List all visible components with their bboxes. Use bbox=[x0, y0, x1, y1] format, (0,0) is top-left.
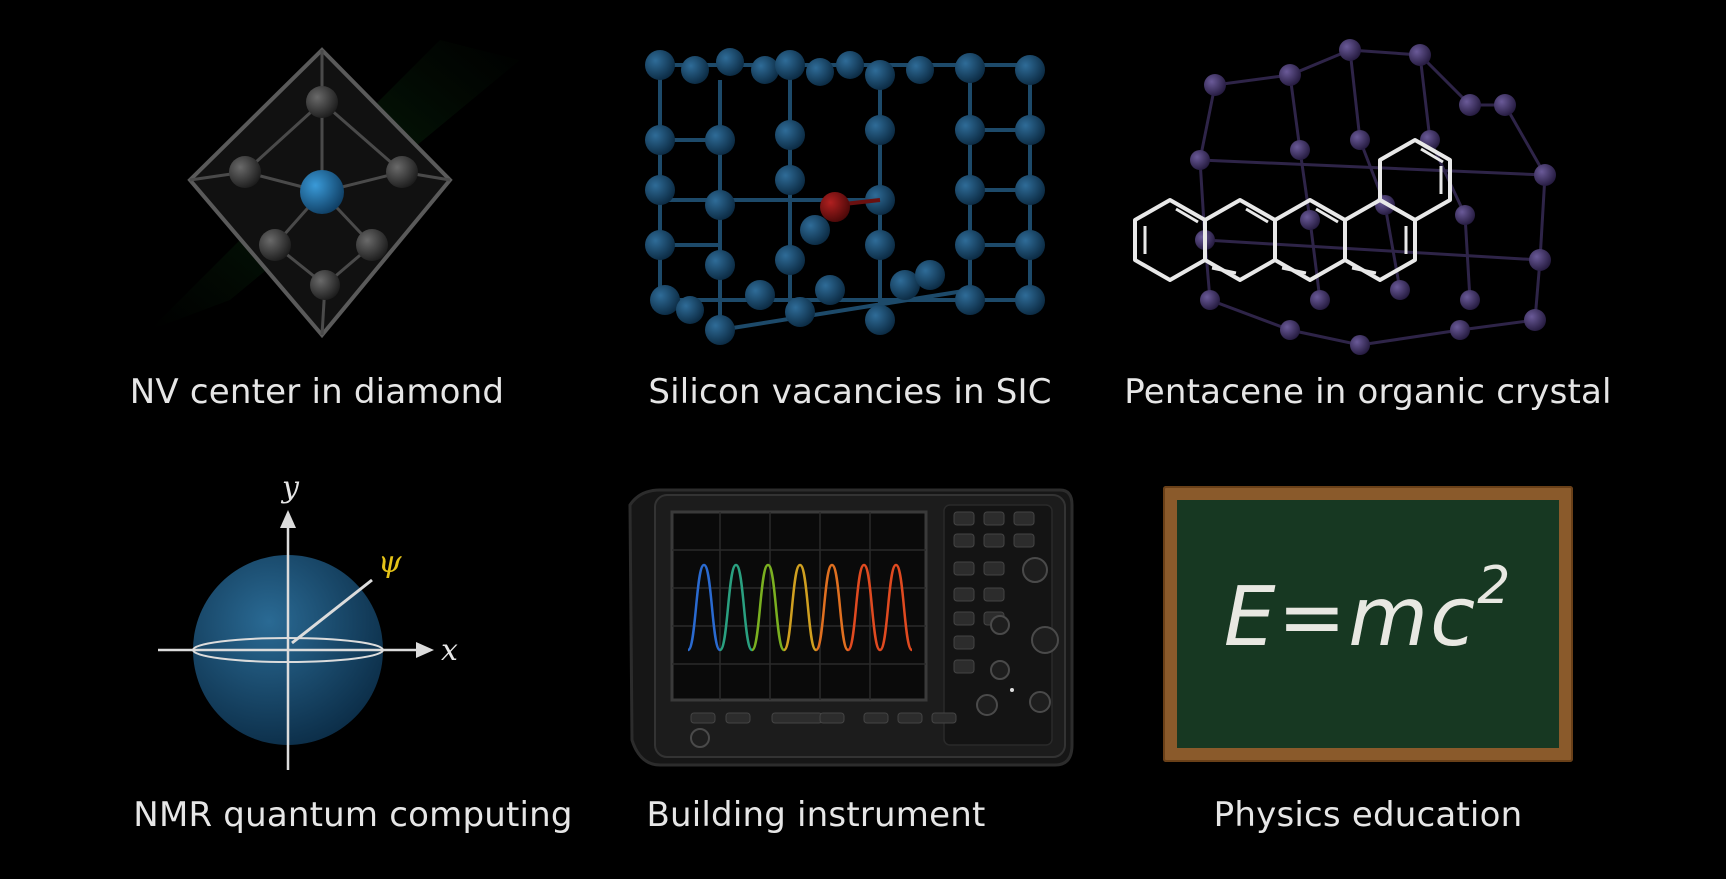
equation-exponent: 2 bbox=[1477, 556, 1513, 616]
state-psi-label: ψ bbox=[378, 545, 402, 580]
equation-base: E=mc bbox=[1223, 570, 1478, 665]
caption-nv-center: NV center in diamond bbox=[129, 372, 505, 412]
caption-nmr: NMR quantum computing bbox=[133, 795, 573, 835]
axis-x-label: x bbox=[441, 633, 458, 668]
chalkboard-icon: E=mc2 bbox=[1163, 486, 1573, 762]
caption-education: Physics education bbox=[1213, 795, 1523, 835]
caption-instrument: Building instrument bbox=[646, 795, 986, 835]
equation: E=mc2 bbox=[1177, 556, 1559, 665]
chalkboard-surface: E=mc2 bbox=[1177, 500, 1559, 748]
axis-y-label: y bbox=[280, 470, 300, 505]
caption-silicon-vacancies: Silicon vacancies in SIC bbox=[648, 372, 1052, 412]
caption-pentacene: Pentacene in organic crystal bbox=[1124, 372, 1612, 412]
